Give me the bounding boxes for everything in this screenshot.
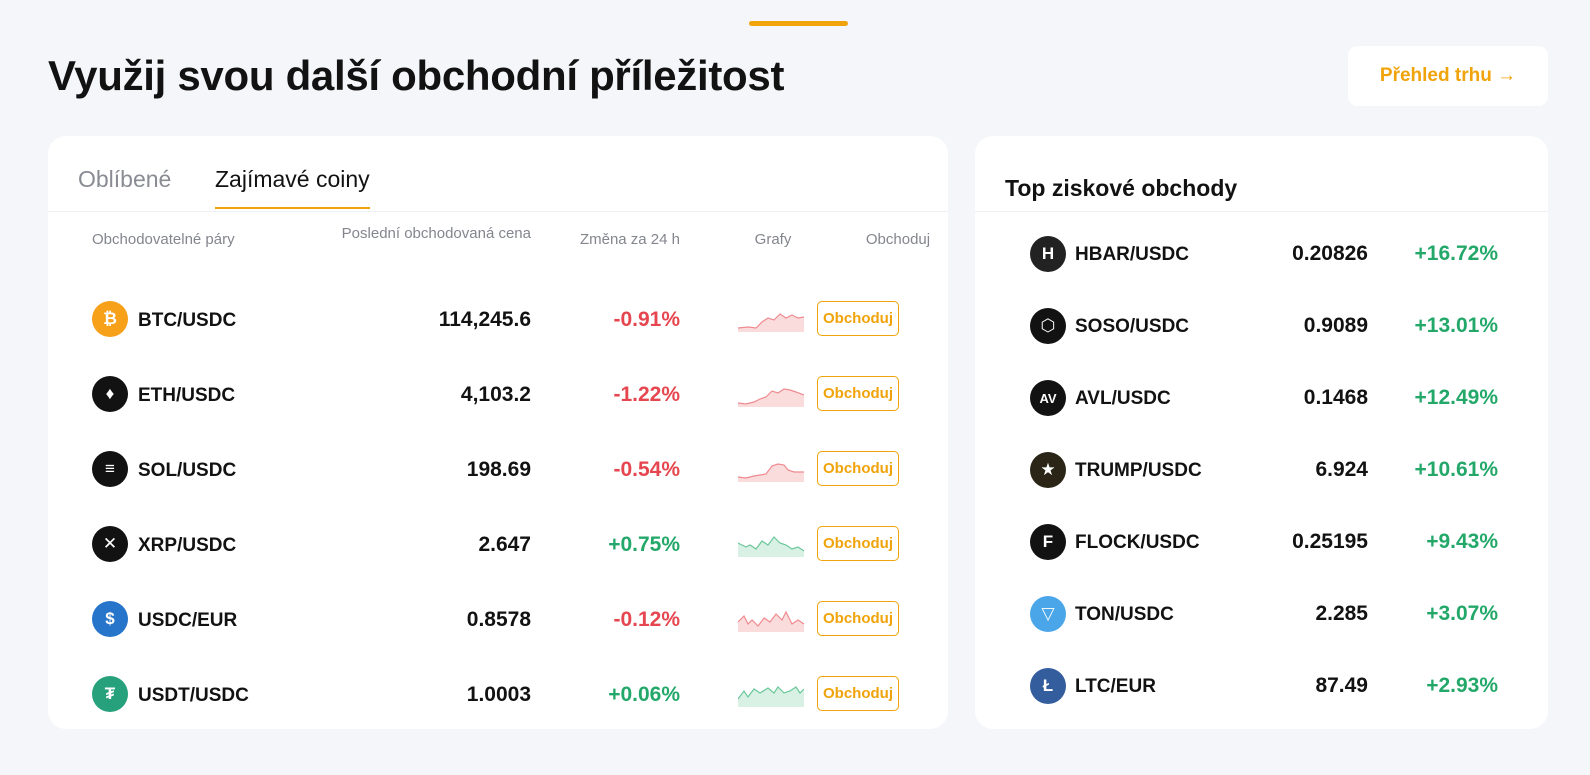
- last-price: 0.9089: [1303, 314, 1368, 337]
- list-item[interactable]: ★ TRUMP/USDC 6.924 +10.61%: [975, 434, 1548, 506]
- pair-name[interactable]: HBAR/USDC: [1075, 244, 1189, 265]
- change-24h: +12.49%: [1414, 386, 1499, 409]
- sparkline-chart: [738, 463, 804, 482]
- litecoin-icon: Ł: [1030, 668, 1066, 704]
- change-24h: +0.06%: [608, 683, 680, 706]
- pair-name[interactable]: SOSO/USDC: [1075, 316, 1190, 337]
- column-header-chart: Grafy: [754, 231, 792, 248]
- pair-name[interactable]: XRP/USDC: [138, 535, 237, 556]
- last-price: 0.8578: [466, 608, 531, 631]
- column-header-pair: Obchodovatelné páry: [92, 231, 235, 248]
- list-item[interactable]: Ł LTC/EUR 87.49 +2.93%: [975, 650, 1548, 722]
- sparkline-chart: [738, 388, 804, 407]
- pair-name[interactable]: USDT/USDC: [138, 685, 249, 706]
- top-gainers-title: Top ziskové obchody: [1005, 175, 1238, 201]
- column-header-price: Poslední obchodovaná cena: [341, 225, 531, 242]
- change-24h: -0.54%: [613, 458, 680, 481]
- last-price: 4,103.2: [460, 383, 531, 406]
- list-item[interactable]: H HBAR/USDC 0.20826 +16.72%: [975, 218, 1548, 290]
- flock-icon: F: [1030, 524, 1066, 560]
- trade-button[interactable]: Obchoduj: [817, 601, 899, 636]
- table-row[interactable]: ✕ XRP/USDC 2.647 +0.75% Obchoduj: [48, 507, 948, 582]
- change-24h: +16.72%: [1414, 242, 1499, 265]
- tab-bar: Oblíbené Zajímavé coiny: [48, 136, 948, 212]
- pair-name[interactable]: FLOCK/USDC: [1075, 532, 1200, 553]
- trade-button[interactable]: Obchoduj: [817, 526, 899, 561]
- ethereum-icon: ♦: [92, 376, 128, 412]
- change-24h: -0.12%: [613, 608, 680, 631]
- change-24h: +0.75%: [608, 533, 680, 556]
- last-price: 114,245.6: [438, 308, 531, 331]
- change-24h: -1.22%: [613, 383, 680, 406]
- trade-button[interactable]: Obchoduj: [817, 301, 899, 336]
- soso-icon: ⬡: [1030, 308, 1066, 344]
- last-price: 0.25195: [1292, 530, 1368, 553]
- change-24h: +9.43%: [1426, 530, 1498, 553]
- bitcoin-icon: ₿: [92, 301, 128, 337]
- trade-button[interactable]: Obchoduj: [817, 376, 899, 411]
- change-24h: +13.01%: [1414, 314, 1499, 337]
- last-price: 0.1468: [1303, 386, 1368, 409]
- table-row[interactable]: ≡ SOL/USDC 198.69 -0.54% Obchoduj: [48, 432, 948, 507]
- change-24h: +3.07%: [1426, 602, 1498, 625]
- pair-name[interactable]: SOL/USDC: [138, 460, 237, 481]
- pair-name[interactable]: BTC/USDC: [138, 310, 237, 331]
- change-24h: -0.91%: [613, 308, 680, 331]
- tab-favorites[interactable]: Oblíbené: [78, 166, 172, 192]
- list-item[interactable]: ⬡ SOSO/USDC 0.9089 +13.01%: [975, 290, 1548, 362]
- list-item[interactable]: AV AVL/USDC 0.1468 +12.49%: [975, 362, 1548, 434]
- last-price: 198.69: [466, 458, 531, 481]
- hedera-icon: H: [1030, 236, 1066, 272]
- section-accent-bar: [749, 21, 848, 26]
- pair-name[interactable]: LTC/EUR: [1075, 676, 1156, 697]
- ton-icon: ▽: [1030, 596, 1066, 632]
- last-price: 6.924: [1315, 458, 1368, 481]
- pair-name[interactable]: TON/USDC: [1075, 604, 1174, 625]
- table-row[interactable]: ₿ BTC/USDC 114,245.6 -0.91% Obchoduj: [48, 282, 948, 357]
- column-header-change: Změna za 24 h: [579, 231, 680, 248]
- table-row[interactable]: ₮ USDT/USDC 1.0003 +0.06% Obchoduj: [48, 657, 948, 732]
- pair-name[interactable]: ETH/USDC: [138, 385, 236, 406]
- list-item[interactable]: ▽ TON/USDC 2.285 +3.07%: [975, 578, 1548, 650]
- table-row[interactable]: ♦ ETH/USDC 4,103.2 -1.22% Obchoduj: [48, 357, 948, 432]
- sparkline-chart: [738, 313, 804, 332]
- column-header-trade: Obchoduj: [865, 231, 931, 248]
- market-overview-button[interactable]: Přehled trhu →: [1348, 46, 1548, 106]
- pair-name[interactable]: AVL/USDC: [1075, 388, 1171, 409]
- solana-icon: ≡: [92, 451, 128, 487]
- trade-button[interactable]: Obchoduj: [817, 676, 899, 711]
- top-gainers-header: Top ziskové obchody: [975, 136, 1548, 212]
- list-item[interactable]: F FLOCK/USDC 0.25195 +9.43%: [975, 506, 1548, 578]
- change-24h: +10.61%: [1414, 458, 1499, 481]
- last-price: 87.49: [1315, 674, 1368, 697]
- coins-card: Oblíbené Zajímavé coiny Obchodovatelné p…: [48, 136, 948, 729]
- page-title: Využij svou další obchodní příležitost: [48, 52, 785, 99]
- sparkline-chart: [738, 536, 804, 557]
- sparkline-chart: [738, 610, 804, 632]
- last-price: 0.20826: [1292, 242, 1368, 265]
- usdc-icon: $: [92, 601, 128, 637]
- last-price: 2.285: [1315, 602, 1368, 625]
- xrp-icon: ✕: [92, 526, 128, 562]
- trump-icon: ★: [1030, 452, 1066, 488]
- sparkline-chart: [738, 686, 804, 707]
- last-price: 1.0003: [466, 683, 531, 706]
- tether-icon: ₮: [92, 676, 128, 712]
- tab-interesting-coins[interactable]: Zajímavé coiny: [215, 166, 370, 209]
- trade-button[interactable]: Obchoduj: [817, 451, 899, 486]
- top-gainers-card: Top ziskové obchody H HBAR/USDC 0.20826 +16…: [975, 136, 1548, 729]
- pair-name[interactable]: TRUMP/USDC: [1075, 460, 1202, 481]
- table-row[interactable]: $ USDC/EUR 0.8578 -0.12% Obchoduj: [48, 582, 948, 657]
- last-price: 2.647: [478, 533, 531, 556]
- pair-name[interactable]: USDC/EUR: [138, 610, 238, 631]
- avail-icon: AV: [1030, 380, 1066, 416]
- change-24h: +2.93%: [1426, 674, 1498, 697]
